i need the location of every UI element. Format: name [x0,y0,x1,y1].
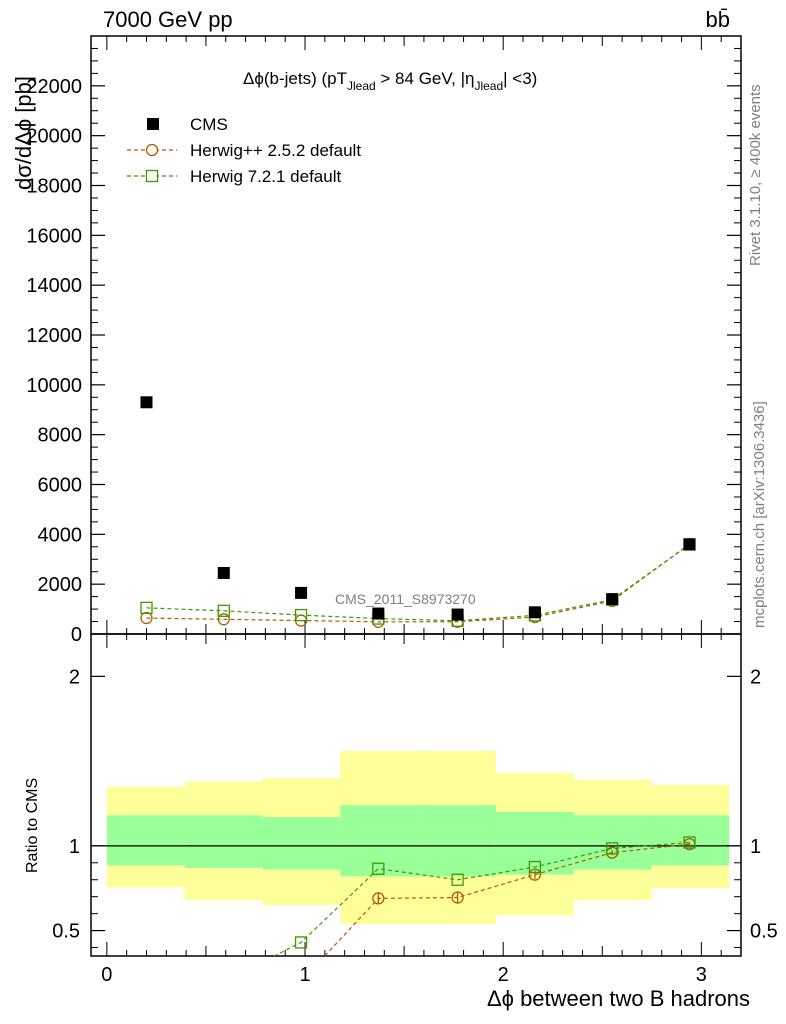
herwig7-point [294,608,308,622]
main-y-tick-label: 10000 [26,375,82,397]
ratio-herwig7-point [451,873,464,886]
ratio-y-tick-label: 1 [69,836,80,858]
title-segment: Δϕ(b-jets) (pT [243,69,347,88]
ratio-herwigpp-point [451,891,464,904]
legend-herwigpp-marker [145,143,159,157]
main-axis-ticks: 2000 4000 6000 8000 10000 12000 14000 16000 1800… [26,36,741,646]
cms-point [528,606,541,619]
plot-title: Δϕ(b-jets) (pTJlead > 84 GeV, |ηJlead| <… [243,69,537,93]
main-y-tick-label: 8000 [38,425,83,447]
legend: CMS Herwig++ 2.5.2 default Herwig 7.2.1 … [127,115,361,186]
ratio-series-group [218,836,696,987]
ratio-inner-band-segment [418,805,496,877]
x-tick-label: 3 [696,964,707,986]
subscript: Jlead [347,79,376,93]
legend-herwig7-marker [145,169,159,183]
herwig7-point [217,604,230,617]
ratio-inner-band-segment [262,817,341,870]
ratio-inner-band-segment [340,805,419,877]
main-y-zero-label: 0 [71,624,82,646]
main-y-tick-label: 22000 [26,76,82,98]
herwig7-point [140,601,153,614]
process-label: bb̄ [706,7,730,32]
herwig7-line [146,544,690,622]
ratio-herwig7-line [272,841,690,956]
main-y-tick-label: 2000 [38,574,83,596]
main-series-group [140,396,696,628]
ratio-herwig7-point [218,976,229,987]
ratio-herwigpp-point [372,892,385,905]
analysis-watermark: CMS_2011_S8973270 [335,591,476,607]
main-y-tick-label: 12000 [26,325,82,347]
main-y-tick-label: 18000 [26,176,82,198]
ratio-y-tick-label-right: 1 [750,836,761,858]
ratio-inner-band-segment [184,815,263,868]
main-y-tick-label: 20000 [26,126,82,148]
main-plot-frame [90,35,742,635]
main-y-tick-label: 6000 [38,475,83,497]
ratio-plot-frame [90,633,742,957]
legend-herwig7-label: Herwig 7.2.1 default [190,167,341,186]
ratio-herwigpp-line [323,843,690,956]
ratio-inner-band-segment [651,815,730,866]
cms-point [606,593,619,606]
x-tick-label: 2 [498,964,509,986]
main-y-axis-label: dσ/dΔϕ [pb] [11,76,36,190]
ratio-herwig7-point [606,842,619,855]
cms-point [683,538,696,551]
ratio-inner-band-segment [495,811,574,875]
herwigpp-point [140,611,153,625]
ratio-y-tick-label: 0.5 [52,921,80,943]
legend-cms-marker [147,118,159,130]
title-segment: > 84 GeV, |η [376,69,475,88]
ratio-uncertainty-bands [106,750,730,924]
cms-point [451,608,464,621]
ratio-herwig7-point [372,862,385,875]
ratio-y-axis-label: Ratio to CMS [24,778,41,873]
title-segment: | <3) [503,69,537,88]
ratio-herwig7-point [294,936,308,949]
main-y-tick-label: 16000 [26,225,82,247]
legend-cms-label: CMS [190,115,228,134]
cms-point [372,607,385,620]
energy-label: 7000 GeV pp [103,7,233,32]
cms-point [295,586,308,599]
legend-herwigpp-label: Herwig++ 2.5.2 default [190,141,361,160]
main-y-tick-label: 4000 [38,524,83,546]
x-tick-label: 0 [101,964,112,986]
ratio-y-tick-label-right: 2 [750,666,761,688]
subscript: Jlead [474,79,503,93]
ratio-herwig7-point [528,860,542,874]
rivet-label: Rivet 3.1.10, ≥ 400k events [747,84,764,266]
main-y-tick-label: 14000 [26,275,82,297]
cms-point [217,566,230,579]
x-axis-label: Δϕ between two B hadrons [487,986,750,1011]
ratio-herwig7-point [683,836,696,849]
mcplots-label: mcplots.cern.ch [arXiv:1306.3436] [751,401,768,628]
cms-point [140,396,153,409]
herwigpp-line [146,543,690,623]
herwigpp-point [217,613,230,626]
x-tick-label: 1 [299,964,310,986]
ratio-herwigpp-point [528,868,542,881]
ratio-y-tick-label-right: 0.5 [750,921,778,943]
ratio-y-tick-label: 2 [69,666,80,688]
ratio-inner-band-segment [106,815,185,866]
